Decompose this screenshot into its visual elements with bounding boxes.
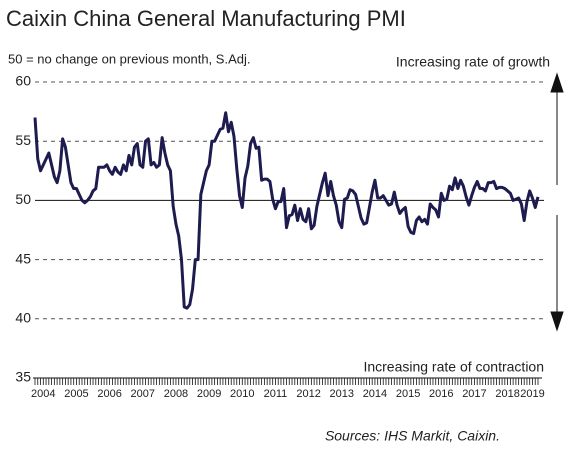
x-tick-label: 2016 — [429, 388, 453, 400]
x-tick-label: 2018 — [495, 388, 519, 400]
y-tick-label: 40 — [15, 310, 31, 326]
data-line — [33, 111, 540, 310]
source-note: Sources: IHS Markit, Caixin. — [325, 428, 500, 444]
annotation: Increasing rate of contraction — [363, 359, 544, 375]
x-tick-label: 2006 — [97, 388, 121, 400]
y-tick-label: 55 — [15, 132, 31, 148]
x-tick-label: 2004 — [31, 388, 55, 400]
x-tick-label: 2017 — [462, 388, 486, 400]
x-tick-label: 2014 — [363, 388, 387, 400]
y-tick-label: 60 — [15, 73, 31, 89]
annotation: Increasing rate of growth — [396, 54, 550, 70]
arrow-down-head — [550, 311, 564, 332]
chart-title: Caixin China General Manufacturing PMI — [6, 6, 406, 31]
x-tick-label: 2008 — [164, 388, 188, 400]
y-tick-label: 45 — [15, 250, 31, 266]
x-tick-label: 2007 — [131, 388, 155, 400]
x-tick-label: 2012 — [296, 388, 320, 400]
x-tick-label: 2010 — [230, 388, 254, 400]
x-tick-label: 2005 — [64, 388, 88, 400]
arrow-up-head — [550, 72, 564, 93]
y-tick-label: 50 — [15, 191, 31, 207]
arrows — [550, 72, 564, 332]
chart-subtitle: 50 = no change on previous month, S.Adj. — [8, 51, 250, 66]
y-tick-label: 35 — [15, 369, 31, 385]
x-tick-label: 2009 — [197, 388, 221, 400]
x-tick-label: 2015 — [396, 388, 420, 400]
x-tick-label: 2019 — [520, 388, 544, 400]
x-tick-label: 2013 — [330, 388, 354, 400]
x-tick-label: 2011 — [264, 388, 288, 400]
